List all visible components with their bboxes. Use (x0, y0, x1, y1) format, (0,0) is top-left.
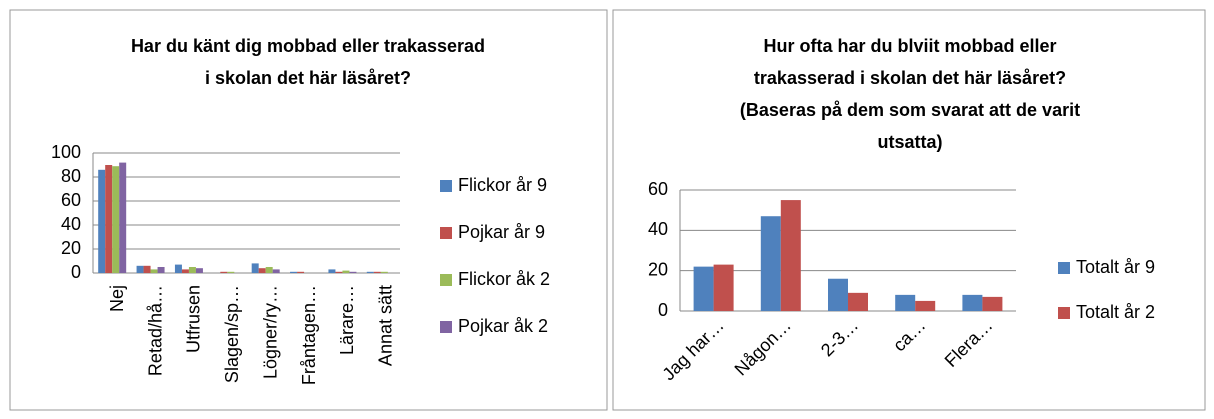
bar (258, 268, 266, 273)
legend-label: Pojkar åk 2 (458, 316, 548, 336)
legend-swatch (1058, 307, 1070, 319)
y-tick-label: 40 (61, 214, 81, 234)
x-tick-label: Retad/hå… (145, 285, 165, 376)
chart-title: trakasserad i skolan det här läsåret? (754, 68, 1066, 88)
right-frame (612, 9, 1206, 411)
chart-title: Hur ofta har du blviit mobbad eller (763, 36, 1056, 56)
bar (693, 266, 714, 311)
bar (136, 265, 144, 273)
bar (380, 271, 388, 273)
y-tick-label: 20 (61, 238, 81, 258)
legend-label: Pojkar år 9 (458, 222, 545, 242)
bar (112, 166, 120, 273)
y-tick-label: 20 (648, 259, 668, 279)
chart-title: i skolan det här läsåret? (205, 68, 411, 88)
bar (366, 271, 374, 273)
legend-label: Flickor åk 2 (458, 269, 550, 289)
bar (962, 294, 983, 311)
bar (251, 263, 259, 273)
bar (713, 264, 734, 311)
x-tick-label: Flera… (941, 315, 997, 371)
bar (174, 264, 182, 273)
x-tick-label: Någon… (731, 315, 795, 379)
legend-swatch (440, 321, 452, 333)
bar (105, 165, 113, 273)
bar (272, 269, 280, 273)
bar (760, 216, 781, 311)
bar (143, 265, 151, 273)
bar (265, 267, 273, 273)
chart-title: Har du känt dig mobbad eller trakasserad (131, 36, 485, 56)
chart-title: utsatta) (877, 132, 942, 152)
x-tick-label: Fråntagen… (299, 285, 319, 385)
x-tick-label: Lögner/ry… (260, 285, 280, 379)
y-tick-label: 100 (51, 142, 81, 162)
x-tick-label: Slagen/sp… (222, 285, 242, 383)
bar (848, 292, 868, 311)
legend-swatch (440, 180, 452, 192)
y-tick-label: 60 (61, 190, 81, 210)
bar (227, 271, 235, 273)
bar (150, 269, 158, 273)
left-frame (9, 9, 608, 411)
legend-swatch (440, 274, 452, 286)
bar (297, 271, 305, 273)
bar (195, 268, 203, 273)
bar (349, 271, 357, 273)
x-tick-label: Annat sätt (376, 285, 396, 366)
x-tick-label: Lärare… (337, 285, 357, 355)
bar (895, 294, 916, 311)
y-tick-label: 40 (648, 219, 668, 239)
y-tick-label: 80 (61, 166, 81, 186)
bar (915, 300, 936, 311)
bar (290, 271, 298, 273)
bar (220, 271, 228, 273)
legend-label: Flickor år 9 (458, 175, 547, 195)
bar (780, 200, 801, 311)
legend-swatch (440, 227, 452, 239)
y-tick-label: 0 (658, 300, 668, 320)
legend-swatch (1058, 262, 1070, 274)
chart-title: (Baseras på dem som svarat att de varit (740, 100, 1080, 120)
bar (828, 278, 848, 311)
legend-label: Totalt år 2 (1076, 302, 1155, 322)
x-tick-label: Jag har… (658, 315, 727, 384)
x-tick-label: Utfrusen (184, 285, 204, 353)
x-tick-label: 2-3… (817, 315, 862, 360)
bar (982, 296, 1003, 311)
bar (188, 267, 196, 273)
bar (119, 162, 127, 273)
bar (335, 271, 343, 273)
y-tick-label: 0 (71, 262, 81, 282)
x-tick-label: ca… (889, 315, 929, 355)
x-tick-label: Nej (107, 285, 127, 312)
bar (98, 169, 106, 273)
bar (373, 271, 381, 273)
legend-label: Totalt år 9 (1076, 257, 1155, 277)
bar (328, 269, 336, 273)
bar (181, 269, 189, 273)
bar (342, 270, 350, 273)
y-tick-label: 60 (648, 179, 668, 199)
bar (157, 267, 165, 273)
